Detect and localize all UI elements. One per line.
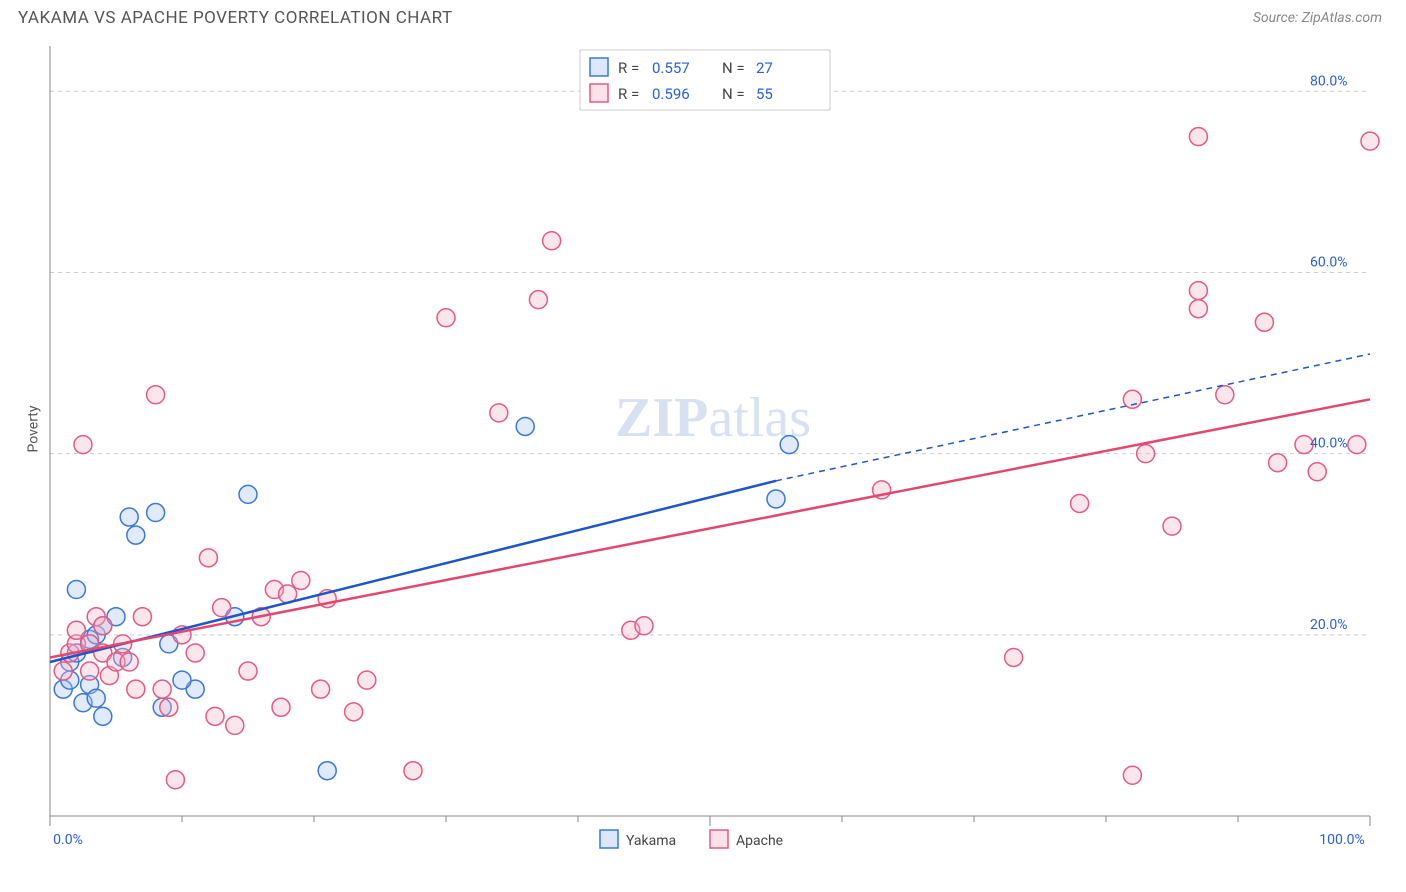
y-tick-label: 20.0% xyxy=(1310,617,1348,633)
data-point xyxy=(147,386,165,404)
data-point xyxy=(1189,282,1207,300)
y-tick-label: 80.0% xyxy=(1310,73,1348,89)
data-point xyxy=(94,617,112,635)
data-point xyxy=(67,581,85,599)
data-point xyxy=(1255,313,1273,331)
legend-series-name: Yakama xyxy=(626,833,676,849)
data-point xyxy=(345,703,363,721)
data-point xyxy=(516,417,534,435)
data-point xyxy=(490,404,508,422)
data-point xyxy=(94,707,112,725)
legend-series-name: Apache xyxy=(736,833,783,849)
data-point xyxy=(780,436,798,454)
data-point xyxy=(1348,436,1366,454)
data-point xyxy=(127,680,145,698)
data-point xyxy=(147,504,165,522)
data-point xyxy=(1269,454,1287,472)
data-point xyxy=(87,689,105,707)
data-point xyxy=(153,680,171,698)
legend-r-label: R = xyxy=(618,85,639,103)
data-point xyxy=(543,232,561,250)
data-point xyxy=(133,608,151,626)
x-tick-label: 100.0% xyxy=(1319,832,1364,848)
legend-n-value: 27 xyxy=(756,59,773,77)
data-point xyxy=(1189,300,1207,318)
data-point xyxy=(1361,132,1379,150)
data-point xyxy=(1123,766,1141,784)
data-point xyxy=(120,508,138,526)
legend-swatch xyxy=(600,830,618,848)
legend-n-value: 55 xyxy=(756,85,773,103)
data-point xyxy=(199,549,217,567)
legend-r-label: R = xyxy=(618,59,639,77)
data-point xyxy=(312,680,330,698)
data-point xyxy=(213,599,231,617)
y-tick-label: 40.0% xyxy=(1310,436,1348,452)
data-point xyxy=(173,671,191,689)
source-label: Source: ZipAtlas.com xyxy=(1253,10,1382,26)
data-point xyxy=(67,621,85,639)
legend-n-label: N = xyxy=(722,85,745,103)
data-point xyxy=(437,309,455,327)
legend-swatch xyxy=(590,58,608,76)
data-point xyxy=(127,526,145,544)
legend-swatch xyxy=(710,830,728,848)
legend-r-value: 0.596 xyxy=(652,85,690,103)
data-point xyxy=(239,485,257,503)
data-point xyxy=(1123,390,1141,408)
legend-swatch xyxy=(590,84,608,102)
y-tick-label: 60.0% xyxy=(1310,254,1348,270)
data-point xyxy=(1071,494,1089,512)
data-point xyxy=(358,671,376,689)
data-point xyxy=(1308,463,1326,481)
legend-n-label: N = xyxy=(722,59,745,77)
data-point xyxy=(767,490,785,508)
legend-r-value: 0.557 xyxy=(652,59,690,77)
data-point xyxy=(1163,517,1181,535)
y-axis-label: Poverty xyxy=(26,405,42,452)
scatter-plot: ZIPatlas R =0.557N =27R =0.596N =55 20.0… xyxy=(40,36,1386,866)
x-tick-label: 0.0% xyxy=(53,832,83,848)
data-point xyxy=(635,617,653,635)
data-point xyxy=(1005,648,1023,666)
data-point xyxy=(74,436,92,454)
data-point xyxy=(166,771,184,789)
data-point xyxy=(292,571,310,589)
data-point xyxy=(272,698,290,716)
data-point xyxy=(81,662,99,680)
data-point xyxy=(206,707,224,725)
data-point xyxy=(318,762,336,780)
data-point xyxy=(1189,128,1207,146)
data-point xyxy=(239,662,257,680)
data-point xyxy=(54,662,72,680)
data-point xyxy=(226,716,244,734)
data-point xyxy=(160,698,178,716)
chart-title: YAKAMA VS APACHE POVERTY CORRELATION CHA… xyxy=(18,8,453,28)
data-point xyxy=(1137,445,1155,463)
data-point xyxy=(404,762,422,780)
data-point xyxy=(529,291,547,309)
data-point xyxy=(186,644,204,662)
data-point xyxy=(120,653,138,671)
data-point xyxy=(1216,386,1234,404)
